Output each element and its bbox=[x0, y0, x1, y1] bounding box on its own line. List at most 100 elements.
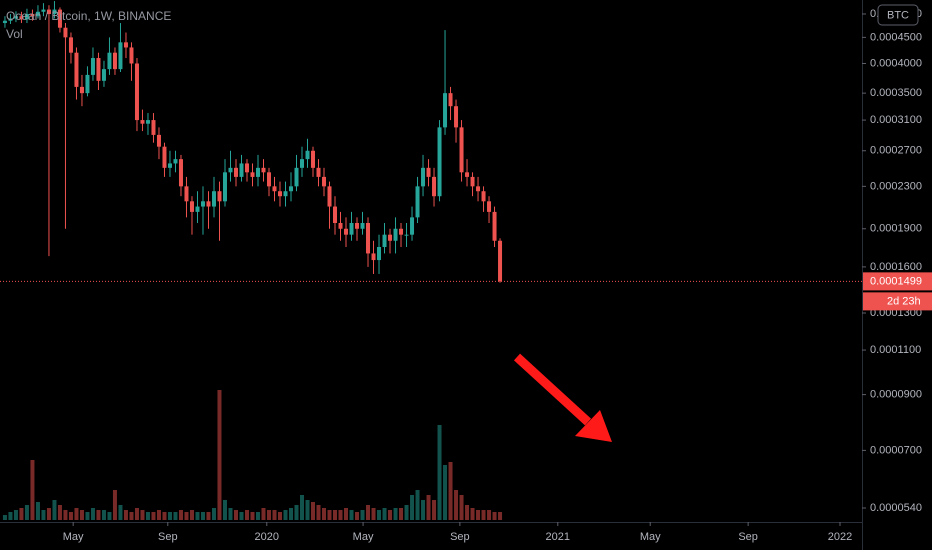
candle-body bbox=[360, 222, 365, 229]
y-tick-label: 0.0000900 bbox=[870, 389, 922, 401]
candle-body bbox=[316, 167, 321, 177]
volume-bar bbox=[167, 512, 172, 520]
volume-bar bbox=[173, 512, 178, 520]
volume-bar bbox=[134, 508, 139, 520]
candle-body bbox=[200, 201, 205, 207]
candle-body bbox=[167, 163, 172, 168]
volume-bar bbox=[443, 465, 448, 520]
candle-body bbox=[349, 222, 354, 235]
volume-bar bbox=[498, 512, 503, 520]
volume-bar bbox=[145, 512, 150, 520]
volume-bar bbox=[349, 510, 354, 520]
x-tick-label: 2021 bbox=[546, 531, 570, 543]
volume-bar bbox=[222, 500, 227, 520]
candle-body bbox=[211, 191, 216, 207]
candle-body bbox=[244, 163, 249, 173]
candle-body bbox=[366, 222, 371, 254]
candle-body bbox=[261, 167, 266, 173]
y-tick-label: 0.0003500 bbox=[870, 87, 922, 99]
volume-bar bbox=[382, 508, 387, 520]
y-tick-label: 0.0004500 bbox=[870, 31, 922, 43]
x-tick-label: May bbox=[63, 531, 84, 543]
candle-body bbox=[437, 127, 442, 197]
volume-bar bbox=[96, 510, 101, 520]
candle-body bbox=[454, 106, 459, 128]
candle-body bbox=[421, 167, 426, 187]
candle-body bbox=[448, 93, 453, 107]
countdown-label: 2d 23h bbox=[887, 295, 921, 307]
volume-bar bbox=[470, 508, 475, 520]
volume-bar bbox=[366, 505, 371, 520]
candle-body bbox=[377, 247, 382, 261]
candle-body bbox=[222, 172, 227, 202]
annotation-arrow bbox=[513, 353, 612, 442]
volume-bar bbox=[327, 510, 332, 520]
volume-bar bbox=[261, 508, 266, 520]
volume-bar bbox=[184, 512, 189, 520]
candle-body bbox=[399, 228, 404, 235]
plot-area bbox=[0, 1, 862, 520]
volume-legend: Vol bbox=[6, 27, 23, 41]
y-tick-label: 0.0002300 bbox=[870, 180, 922, 192]
volume-bar bbox=[459, 495, 464, 520]
volume-bar bbox=[344, 508, 349, 520]
axes: 0.00050000.00045000.00040000.00035000.00… bbox=[63, 8, 932, 543]
volume-bar bbox=[454, 490, 459, 520]
volume-bar bbox=[8, 512, 13, 520]
volume-bar bbox=[294, 505, 299, 520]
volume-bar bbox=[68, 512, 73, 520]
candle-body bbox=[52, 9, 57, 14]
volume-bar bbox=[57, 505, 62, 520]
volume-bar bbox=[101, 510, 106, 520]
volume-bar bbox=[305, 500, 310, 520]
volume-bar bbox=[333, 510, 338, 520]
candle-body bbox=[410, 217, 415, 235]
candle-body bbox=[184, 186, 189, 202]
candle-body bbox=[19, 16, 24, 20]
candle-body bbox=[112, 52, 117, 70]
candle-body bbox=[151, 120, 156, 135]
candle-body bbox=[162, 146, 167, 168]
currency-label[interactable]: BTC bbox=[887, 9, 909, 21]
volume-bar bbox=[2, 515, 7, 520]
volume-bar bbox=[272, 510, 277, 520]
y-tick-label: 0.0000700 bbox=[870, 444, 922, 456]
countdown-badge bbox=[863, 292, 932, 311]
candle-body bbox=[344, 228, 349, 235]
candle-body bbox=[255, 167, 260, 177]
candle-body bbox=[63, 27, 68, 38]
candle-body bbox=[272, 186, 277, 192]
volume-bar bbox=[410, 495, 415, 520]
candle-body bbox=[239, 163, 244, 177]
candle-body bbox=[476, 186, 481, 192]
candle-body bbox=[465, 172, 470, 177]
candle-body bbox=[118, 42, 123, 70]
volume-bar bbox=[162, 512, 167, 520]
candle-body bbox=[145, 120, 150, 124]
candle-body bbox=[140, 120, 145, 124]
volume-bar bbox=[322, 508, 327, 520]
volume-bar bbox=[244, 510, 249, 520]
candle-body bbox=[327, 186, 332, 207]
candle-body bbox=[85, 74, 90, 94]
candle-body bbox=[206, 201, 211, 207]
candle-body bbox=[90, 58, 95, 75]
volume-bar bbox=[178, 510, 183, 520]
volume-bar bbox=[30, 460, 35, 520]
volume-bar bbox=[481, 510, 486, 520]
candle-body bbox=[250, 172, 255, 177]
currency-badge[interactable] bbox=[877, 4, 919, 26]
candle-body bbox=[432, 176, 437, 197]
volume-bar bbox=[415, 490, 420, 520]
volume-bar bbox=[140, 510, 145, 520]
candle-body bbox=[30, 13, 35, 17]
candle-body bbox=[305, 150, 310, 160]
candle-body bbox=[195, 206, 200, 212]
volume-bar bbox=[311, 502, 316, 520]
candle-body bbox=[322, 176, 327, 187]
candle-body bbox=[487, 201, 492, 212]
x-tick-label: 2020 bbox=[255, 531, 279, 543]
candle-body bbox=[426, 167, 431, 177]
candle-body bbox=[178, 159, 183, 187]
